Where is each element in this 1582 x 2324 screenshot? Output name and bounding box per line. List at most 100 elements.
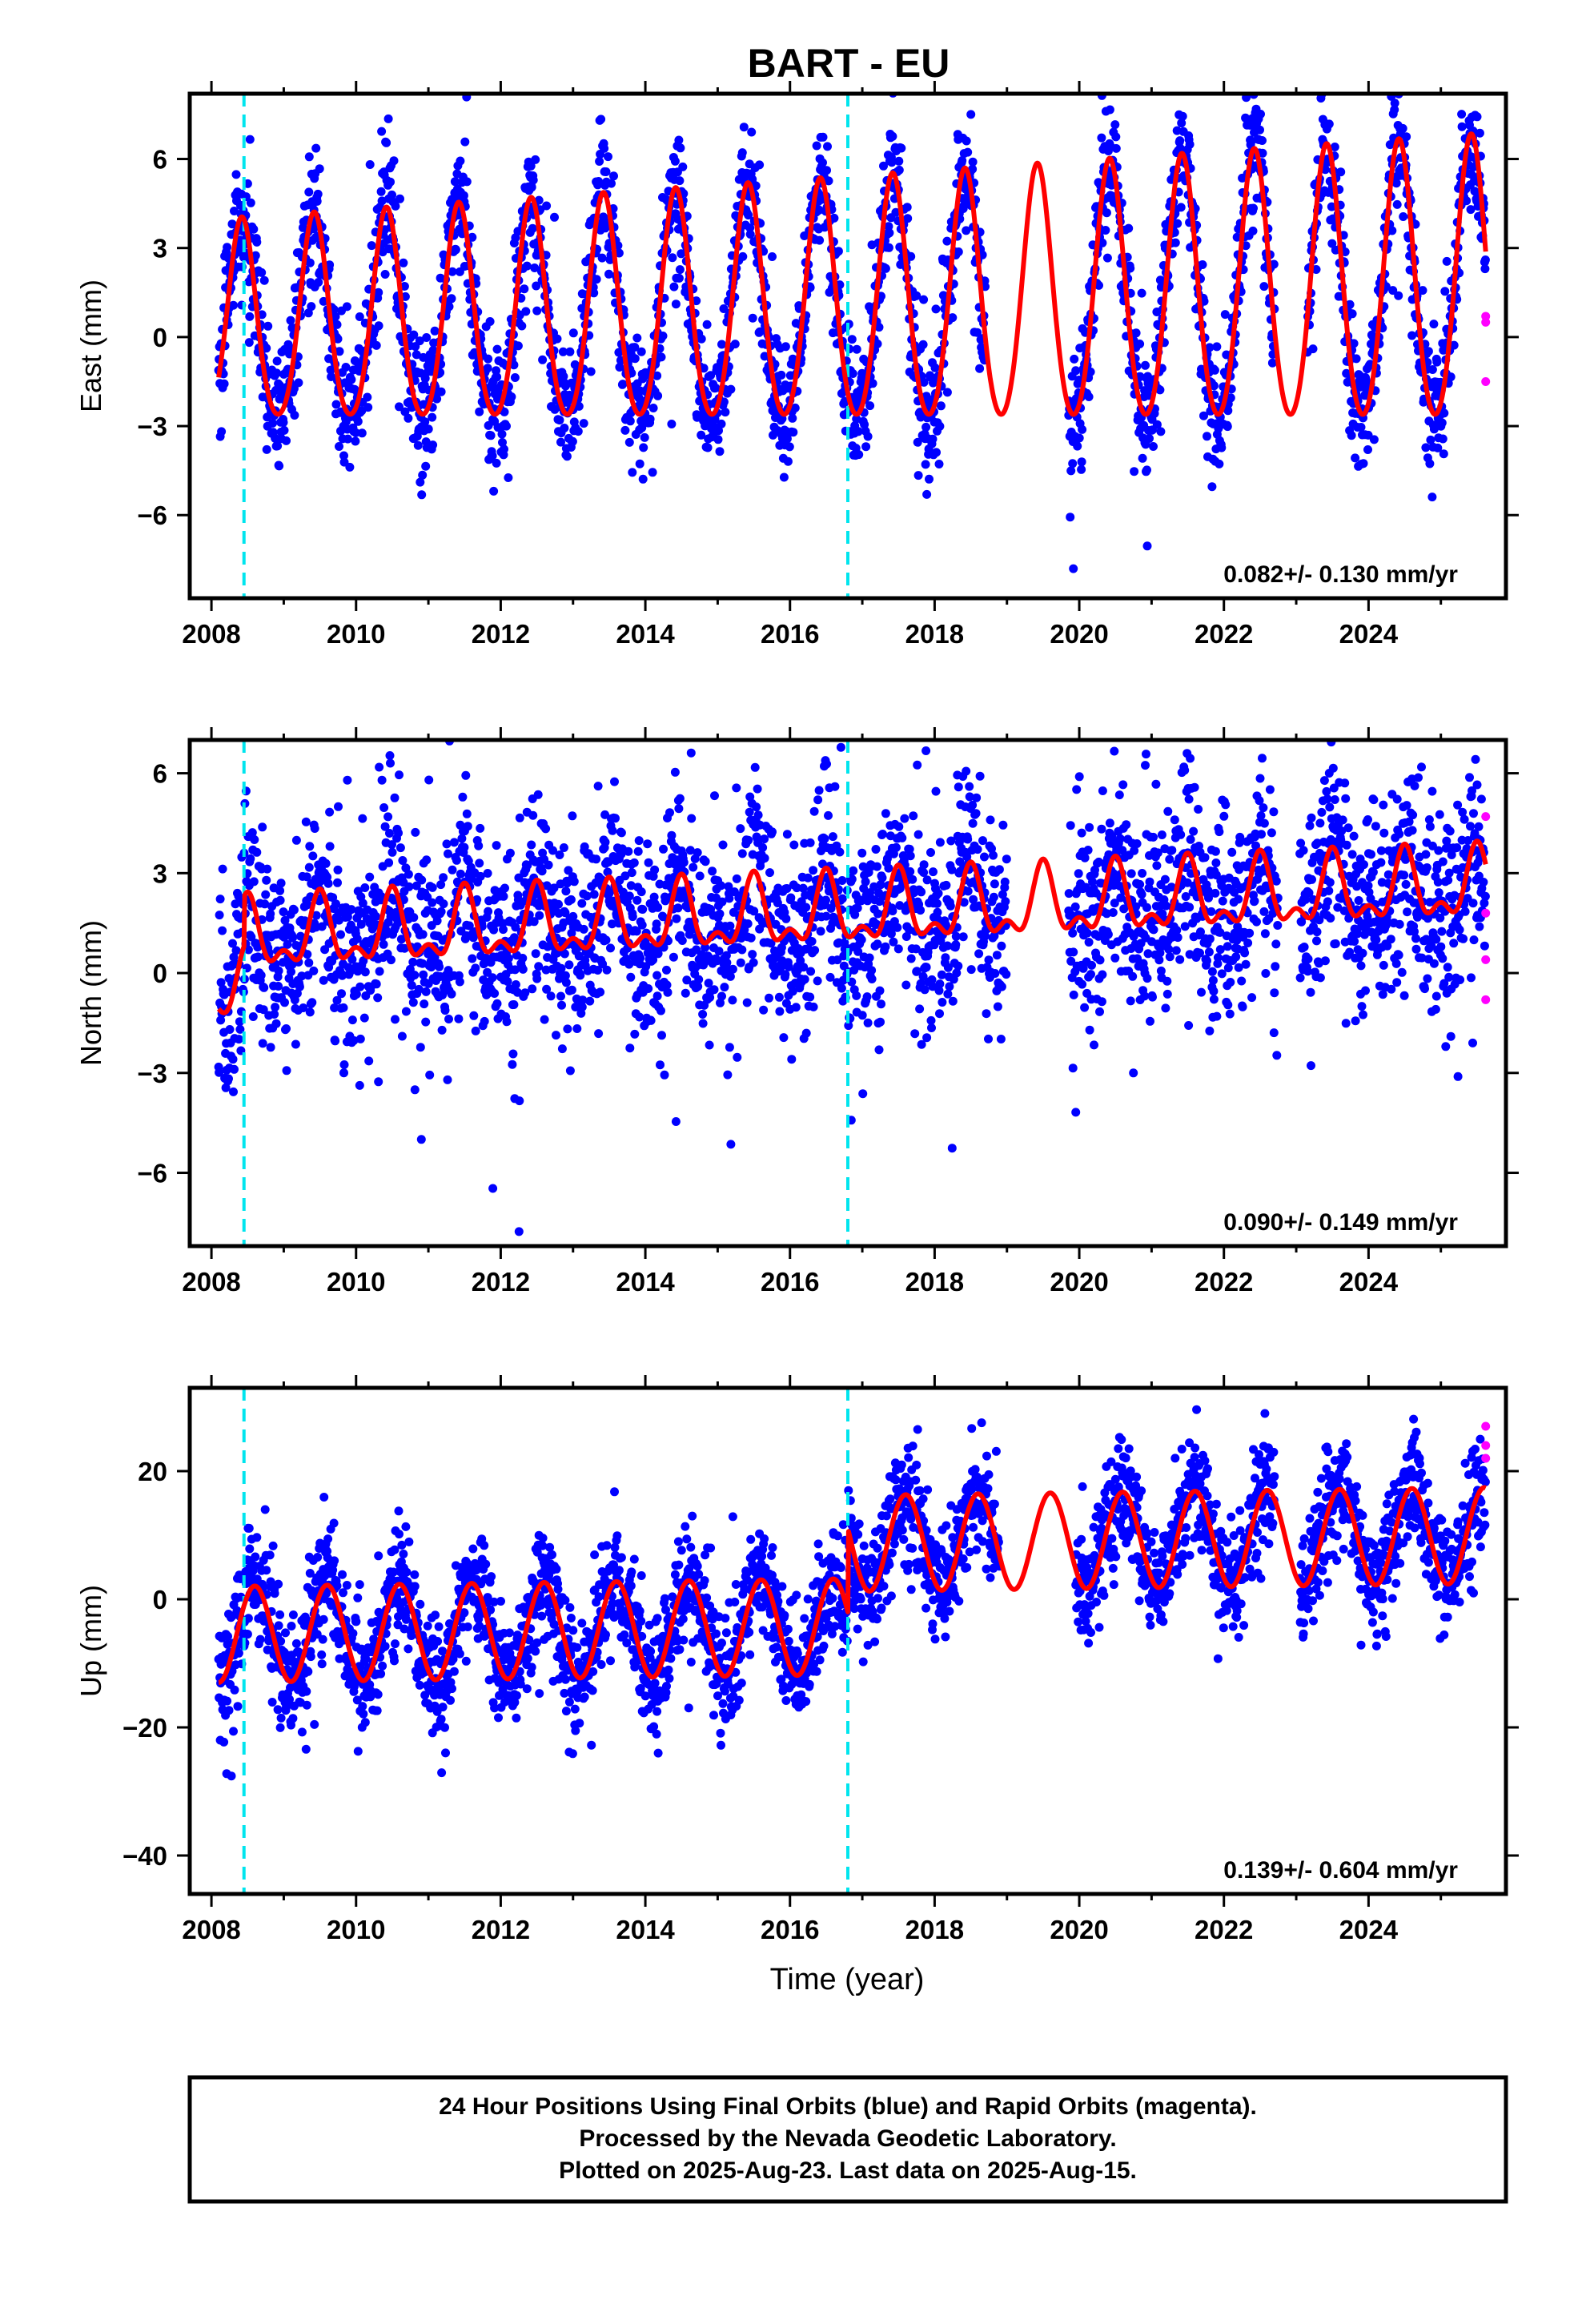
final-point-882	[564, 960, 574, 970]
final-point-1989	[1066, 821, 1075, 830]
final-point-1898	[968, 818, 978, 828]
final-point-2675	[1392, 199, 1402, 209]
final-point-845	[550, 212, 559, 222]
final-point-2698	[1402, 132, 1411, 142]
final-point-2795	[1440, 287, 1450, 296]
final-point-1023	[620, 871, 630, 881]
final-point-151	[274, 966, 283, 975]
y-axis-label: East (mm)	[74, 279, 107, 412]
final-point-807	[535, 911, 544, 920]
final-point-1140	[667, 420, 677, 428]
final-point-404	[375, 762, 384, 772]
final-point-1847	[948, 313, 958, 323]
final-point-1210	[695, 396, 705, 406]
final-point-291	[330, 1003, 339, 1012]
final-point-323	[342, 302, 351, 312]
final-point-2692	[1399, 72, 1408, 81]
final-point-1347	[749, 907, 759, 916]
final-point-907	[574, 401, 584, 411]
final-point-1551	[830, 782, 840, 791]
final-point-345	[351, 428, 360, 437]
final-point-1664	[875, 986, 885, 995]
final-point-147	[272, 356, 282, 366]
final-point-2303	[1212, 342, 1222, 352]
final-point-1666	[876, 880, 885, 890]
final-point-367	[359, 1013, 369, 1023]
final-point-1034	[624, 437, 634, 447]
final-point-2026	[1102, 208, 1111, 218]
final-point-1983	[1002, 854, 1011, 864]
final-point-1512	[815, 235, 825, 245]
final-point-2215	[1178, 70, 1186, 78]
final-point-1813	[934, 460, 944, 468]
final-point-1995	[1068, 1063, 1078, 1073]
final-point-1897	[968, 800, 978, 810]
final-point-717	[499, 891, 508, 901]
final-point-303	[335, 442, 343, 451]
final-point-120	[262, 344, 271, 353]
final-point-223	[303, 950, 312, 959]
final-point-1431	[782, 830, 792, 839]
final-point-264	[319, 975, 328, 985]
final-point-369	[360, 967, 370, 977]
final-point-111	[258, 1039, 267, 1048]
final-point-2418	[1258, 148, 1267, 158]
final-point-1775	[919, 377, 929, 387]
final-point-1093	[648, 955, 658, 965]
final-point-586	[447, 294, 456, 304]
final-point-570	[440, 1006, 450, 1015]
final-point-1845	[947, 865, 957, 875]
final-point-78	[245, 312, 255, 321]
final-point-699	[492, 458, 501, 468]
final-point-647	[471, 1026, 480, 1035]
final-point-2524	[1333, 84, 1342, 93]
final-point-2673	[1391, 179, 1401, 188]
final-point-1081	[644, 984, 653, 993]
final-point-789	[528, 984, 537, 994]
final-point-975	[601, 935, 611, 945]
final-point-21	[223, 243, 232, 252]
final-point-1959	[992, 951, 1002, 960]
final-point-1214	[697, 430, 706, 440]
final-point-2217	[1178, 111, 1187, 121]
final-point-2037	[1085, 1025, 1094, 1035]
final-point-2566	[1349, 339, 1359, 348]
final-point-1882	[962, 136, 971, 146]
final-point-1570	[837, 894, 847, 903]
final-point-1048	[630, 354, 640, 364]
final-point-597	[451, 245, 460, 255]
final-point-2864	[1468, 66, 1477, 75]
final-point-1952	[1073, 441, 1082, 451]
final-point-1478	[801, 903, 811, 912]
final-point-825	[542, 201, 552, 211]
final-point-1314	[736, 958, 745, 967]
final-point-237	[308, 851, 318, 861]
final-point-555	[435, 962, 444, 971]
final-point-650	[472, 895, 482, 904]
final-point-1594	[847, 875, 857, 884]
final-point-1846	[947, 1144, 957, 1153]
final-point-1104	[652, 991, 662, 1001]
final-point-324	[343, 775, 352, 785]
final-point-374	[363, 392, 372, 402]
final-point-307	[336, 930, 345, 939]
final-point-1792	[926, 848, 935, 857]
final-point-1746	[908, 875, 917, 884]
final-point-695	[490, 886, 500, 895]
final-point-867	[558, 347, 568, 356]
final-point-2048	[1090, 1040, 1098, 1050]
final-point-1423	[779, 472, 789, 482]
final-point-1963	[1077, 457, 1086, 467]
final-point-1151	[671, 1117, 681, 1126]
final-point-1945	[987, 844, 996, 854]
final-point-586	[447, 989, 456, 999]
final-point-336	[347, 955, 357, 964]
final-point-85	[247, 828, 257, 838]
final-point-1973	[998, 890, 1007, 899]
final-point-520	[420, 374, 430, 383]
plot-frame	[187, 91, 1508, 601]
final-point-2331	[1223, 406, 1233, 416]
final-point-937	[586, 367, 596, 376]
final-point-1014	[616, 828, 626, 838]
